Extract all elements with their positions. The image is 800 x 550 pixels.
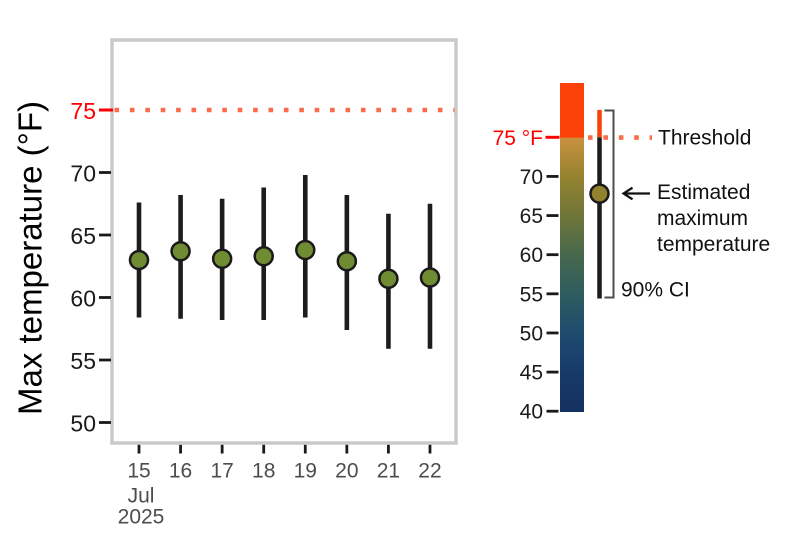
data-point (128, 249, 150, 271)
data-point (378, 268, 399, 289)
colorbar-tick-label: 40 (520, 401, 543, 424)
x-axis-year-label: 2025 (118, 506, 165, 529)
data-point (211, 248, 233, 269)
y-tick-label: 60 (70, 286, 96, 312)
y-tick-label: 50 (70, 411, 96, 437)
colorbar-tick-label: 50 (520, 322, 543, 345)
threshold-label: Threshold (658, 127, 751, 150)
legend-sample-point (589, 183, 610, 204)
x-axis-month-label: Jul (128, 485, 155, 508)
ci-label: 90% CI (621, 279, 690, 302)
colorbar-threshold-tick-label: 75 °F (493, 127, 543, 150)
y-tick-label: 65 (70, 223, 96, 249)
data-point (170, 241, 191, 262)
arrow-head-icon (621, 186, 634, 201)
data-point (295, 239, 316, 261)
x-tick-label: 16 (169, 460, 192, 483)
ci-bracket (604, 109, 615, 299)
data-point (419, 267, 441, 288)
colorbar-gradient (560, 83, 584, 412)
x-tick-label: 15 (127, 460, 150, 483)
threshold-tick-label: 75 (70, 98, 96, 124)
colorbar-tick-label: 60 (520, 244, 543, 267)
data-point (253, 246, 274, 267)
legend-point-label: Estimated maximum temperature (657, 181, 771, 256)
x-tick-label: 22 (418, 460, 441, 483)
x-tick-label: 19 (294, 460, 317, 483)
x-tick-label: 17 (210, 460, 233, 483)
x-tick-label: 21 (377, 460, 400, 483)
y-tick-label: 70 (70, 161, 96, 187)
colorbar-tick-label: 70 (520, 166, 543, 189)
data-point (336, 251, 358, 272)
main-panel (110, 38, 458, 445)
x-tick-label: 20 (335, 460, 358, 483)
y-axis-title: Max temperature (°F) (12, 101, 49, 415)
colorbar-tick-label: 55 (520, 283, 543, 306)
colorbar-tick-label: 65 (520, 205, 543, 228)
colorbar-tick-label: 45 (520, 362, 543, 385)
x-tick-label: 18 (252, 460, 275, 483)
y-tick-label: 55 (70, 348, 96, 374)
